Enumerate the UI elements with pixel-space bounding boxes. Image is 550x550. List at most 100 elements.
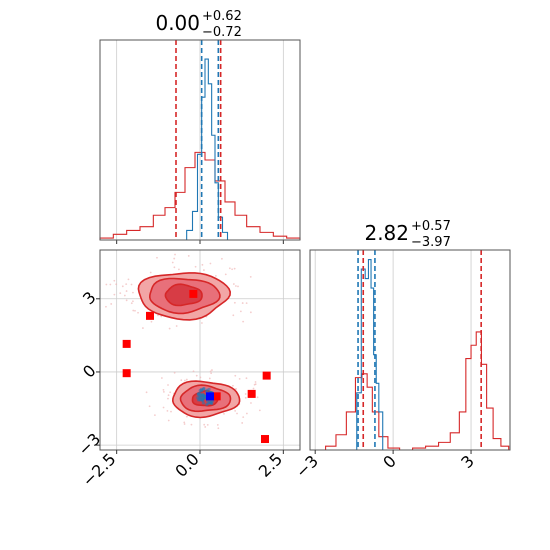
scatter-dot — [145, 391, 148, 394]
right-grid — [314, 250, 472, 450]
scatter-dot — [125, 299, 128, 302]
scatter-dot — [208, 377, 211, 380]
scatter-dot — [184, 379, 186, 382]
scatter-dot — [233, 301, 236, 304]
scatter-dot — [231, 268, 234, 271]
red-marker — [122, 339, 131, 348]
scatter-dot — [210, 372, 213, 375]
scatter-dot — [185, 415, 188, 418]
blue-marker — [206, 392, 214, 401]
scatter-dot — [125, 283, 128, 286]
scatter-dot — [204, 426, 207, 428]
scatter-dot — [105, 283, 108, 286]
scatter-dot — [237, 285, 239, 288]
scatter-dot — [121, 285, 124, 288]
scatter-dot — [224, 273, 227, 276]
scatter-dot — [232, 384, 234, 387]
scatter-dot — [105, 305, 107, 308]
top-title-value: 0.00 — [155, 11, 200, 35]
right-axes-frame — [309, 249, 511, 451]
scatter-dot — [171, 261, 174, 264]
scatter-dot — [130, 302, 133, 305]
scatter-dot — [141, 327, 144, 329]
posterior-sample — [200, 398, 204, 402]
scatter-dot — [168, 327, 171, 330]
scatter-dot — [167, 384, 169, 386]
top-hist-posterior — [180, 58, 233, 241]
right-x-tick-label: 0 — [379, 451, 400, 472]
right-ticks: −3 0 3 — [292, 450, 478, 482]
red-marker — [262, 371, 271, 380]
red-marker — [247, 389, 256, 398]
posterior-sample — [196, 396, 200, 400]
scatter-dot — [221, 257, 223, 260]
scatter-dot — [178, 268, 180, 271]
scatter-dot — [254, 383, 257, 386]
contour-level-3 — [164, 283, 203, 307]
top-grid — [116, 40, 284, 244]
scatter-dot — [203, 269, 205, 271]
scatter-dot — [258, 409, 261, 412]
scatter-dot — [234, 374, 237, 377]
scatter-dot — [241, 422, 244, 424]
scatter-dot — [167, 397, 169, 400]
scatter-dot — [242, 320, 245, 323]
scatter-dot — [245, 377, 248, 380]
joint-markers — [122, 289, 271, 444]
scatter-dot — [115, 283, 118, 286]
scatter-dot — [192, 370, 195, 373]
scatter-dot — [254, 381, 257, 383]
posterior-sample — [201, 401, 205, 405]
scatter-dot — [166, 410, 169, 412]
scatter-dot — [153, 414, 156, 417]
scatter-dot — [187, 255, 190, 257]
scatter-dot — [238, 377, 241, 380]
right-hist-prior — [315, 331, 510, 451]
posterior-sample — [201, 392, 205, 396]
scatter-dot — [223, 412, 225, 415]
scatter-dot — [232, 314, 235, 317]
scatter-dot — [194, 265, 197, 268]
panel-joint: −2.5 0.0 2.530−3 — [74, 249, 301, 490]
right-hist-posterior — [351, 258, 388, 451]
scatter-dot — [167, 419, 170, 422]
scatter-dot — [233, 267, 236, 270]
right-title-minus: −3.97 — [411, 235, 451, 250]
scatter-dot — [174, 253, 176, 256]
red-marker — [189, 289, 198, 298]
scatter-dot — [235, 388, 238, 390]
scatter-dot — [234, 410, 237, 412]
joint-y-tick-label: 0 — [79, 361, 100, 382]
scatter-dot — [232, 283, 235, 285]
scatter-dot — [249, 275, 252, 278]
scatter-dot — [250, 402, 252, 404]
scatter-dot — [216, 424, 219, 426]
scatter-dot — [180, 379, 183, 382]
panel-top-marginal: 0.00 +0.62 −0.72 — [99, 9, 301, 244]
red-marker — [122, 369, 131, 378]
right-title-value: 2.82 — [364, 221, 409, 245]
red-marker — [146, 311, 154, 320]
posterior-sample — [200, 389, 204, 393]
scatter-dot — [160, 377, 163, 379]
scatter-dot — [214, 274, 217, 277]
top-series — [99, 58, 301, 241]
scatter-dot — [160, 315, 163, 318]
scatter-dot — [217, 427, 220, 430]
scatter-dot — [239, 310, 242, 313]
scatter-dot — [132, 291, 134, 294]
scatter-dot — [201, 322, 203, 324]
scatter-dot — [206, 423, 209, 426]
scatter-dot — [228, 267, 231, 270]
joint-x-tick-label: 2.5 — [255, 449, 286, 480]
top-title-plus: +0.62 — [202, 9, 242, 24]
scatter-dot — [234, 285, 237, 287]
red-marker — [212, 392, 221, 401]
top-axes-frame — [99, 39, 301, 241]
scatter-dot — [149, 271, 152, 274]
scatter-dot — [203, 423, 206, 426]
scatter-dot — [127, 278, 130, 281]
scatter-dot — [256, 396, 259, 399]
posterior-sample — [207, 387, 211, 391]
